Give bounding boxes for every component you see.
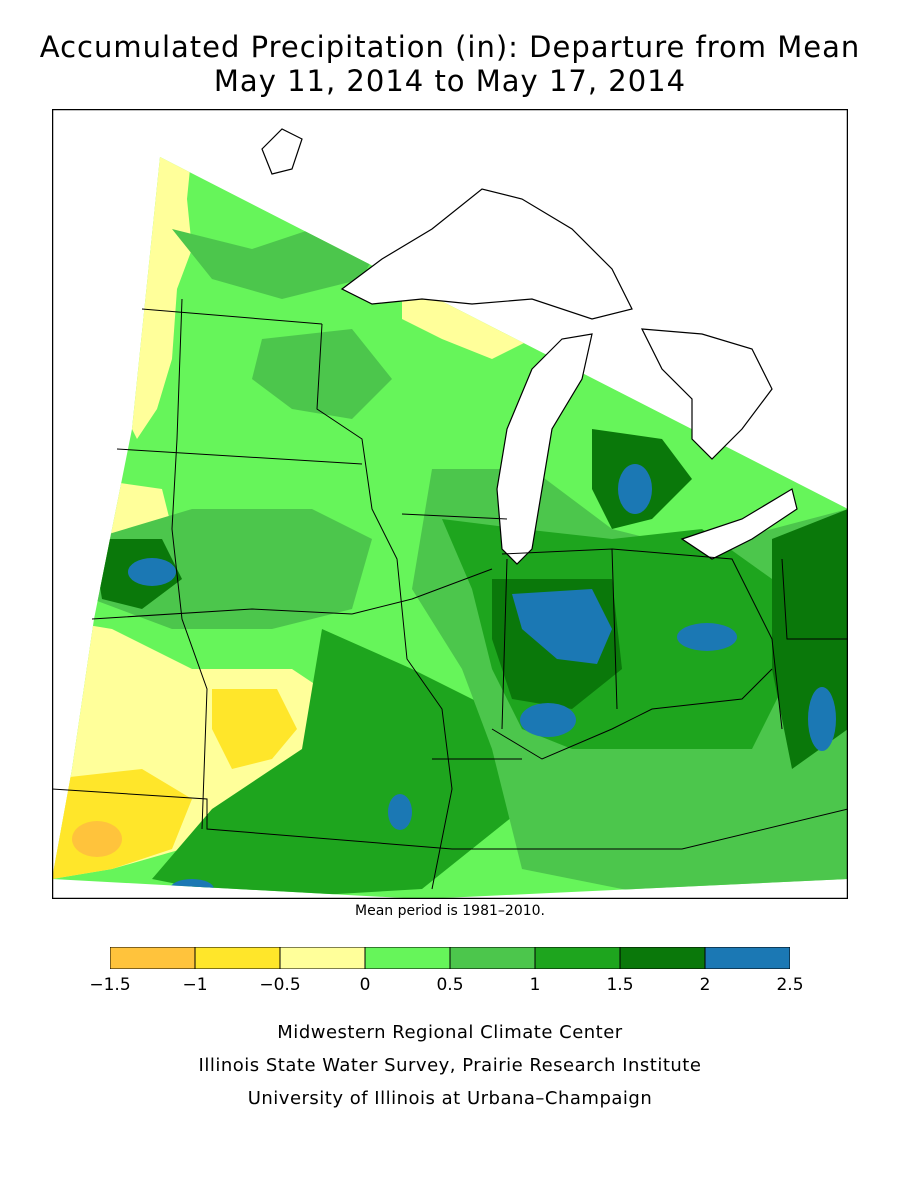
legend-tick-label: −1.5 — [89, 975, 131, 995]
legend-swatch — [279, 947, 366, 969]
legend-swatch — [704, 947, 790, 969]
field-wet-missouri — [152, 629, 522, 899]
legend-tick-label: 1 — [529, 975, 541, 995]
field-wettest-ohio — [677, 623, 737, 651]
field-wettest-east-edge — [808, 687, 836, 751]
map-date-range: May 11, 2014 to May 17, 2014 — [213, 64, 687, 98]
precipitation-departure-map — [52, 109, 848, 899]
legend-swatch — [364, 947, 451, 969]
state-boundaries — [52, 298, 848, 890]
field-driest-cell — [72, 821, 122, 857]
legend-tick-label: 0.5 — [436, 975, 464, 995]
lake-erie — [680, 488, 798, 560]
legend-swatch — [449, 947, 536, 969]
credit-line-3: University of Illinois at Urbana–Champai… — [247, 1088, 653, 1109]
legend-tick-label: 2 — [699, 975, 711, 995]
color-legend — [110, 947, 790, 969]
field-wettest-michigan — [618, 464, 652, 514]
field-wettest-indiana — [512, 589, 612, 664]
credit-line-2: Illinois State Water Survey, Prairie Res… — [198, 1055, 702, 1076]
legend-swatch — [534, 947, 621, 969]
legend-swatch — [110, 947, 196, 969]
field-wettest-nebraska — [128, 558, 176, 586]
legend-tick-label: −1 — [182, 975, 208, 995]
field-wettest-kentucky — [520, 703, 576, 737]
legend-swatch — [194, 947, 281, 969]
legend-tick-label: 0 — [359, 975, 371, 995]
legend-tick-label: 2.5 — [776, 975, 804, 995]
field-wet-north — [172, 229, 382, 299]
map-title: Accumulated Precipitation (in): Departur… — [39, 30, 861, 64]
island-isle-royale — [261, 128, 303, 175]
field-dry-kansas — [212, 689, 297, 769]
credit-line-1: Midwestern Regional Climate Center — [277, 1022, 623, 1043]
mean-period-note: Mean period is 1981–2010. — [355, 903, 545, 919]
field-wet-minnesota — [252, 329, 392, 419]
lake-michigan — [496, 333, 593, 565]
legend-tick-label: −0.5 — [259, 975, 301, 995]
map-frame — [52, 109, 848, 899]
legend-swatch — [619, 947, 706, 969]
legend-tick-label: 1.5 — [606, 975, 634, 995]
great-lakes — [261, 128, 798, 565]
lake-huron — [640, 328, 773, 460]
field-dry-northwest — [122, 157, 192, 439]
field-wettest-missouri — [388, 794, 412, 830]
lake-superior — [340, 188, 633, 320]
